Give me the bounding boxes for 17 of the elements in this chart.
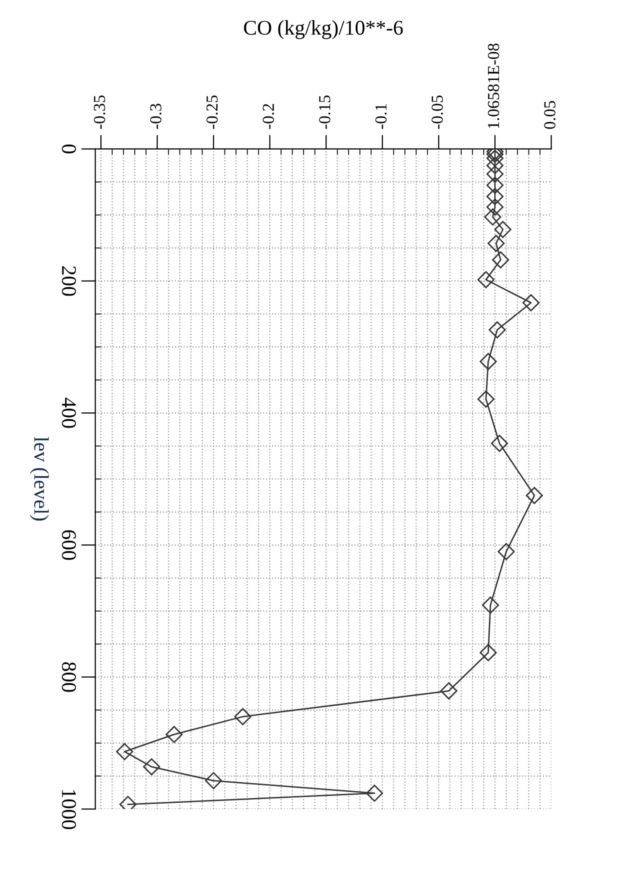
x-axis-title: CO (kg/kg)/10**-6: [244, 20, 403, 40]
x-tick-label: -0.2: [262, 104, 274, 129]
x-tick-label: -0.15: [319, 95, 330, 129]
y-tick-label: 800: [62, 662, 76, 692]
y-tick-label: 200: [62, 266, 76, 296]
x-tick-label: -0.1: [375, 104, 387, 129]
x-tick-label: -0.35: [94, 95, 106, 129]
x-tick-label: 0.05: [544, 101, 556, 129]
y-tick-label: 1000: [62, 790, 76, 830]
x-tick-label: 1.06581E-08: [488, 44, 500, 128]
x-tick-label: -0.05: [432, 95, 443, 129]
x-tick-label: -0.3: [150, 104, 162, 129]
y-tick-label: 600: [62, 530, 76, 560]
x-tick-label: -0.25: [206, 95, 218, 129]
y-axis-title: lev (level): [30, 436, 49, 521]
y-tick-label: 0: [62, 144, 76, 154]
y-tick-label: 400: [62, 398, 76, 428]
